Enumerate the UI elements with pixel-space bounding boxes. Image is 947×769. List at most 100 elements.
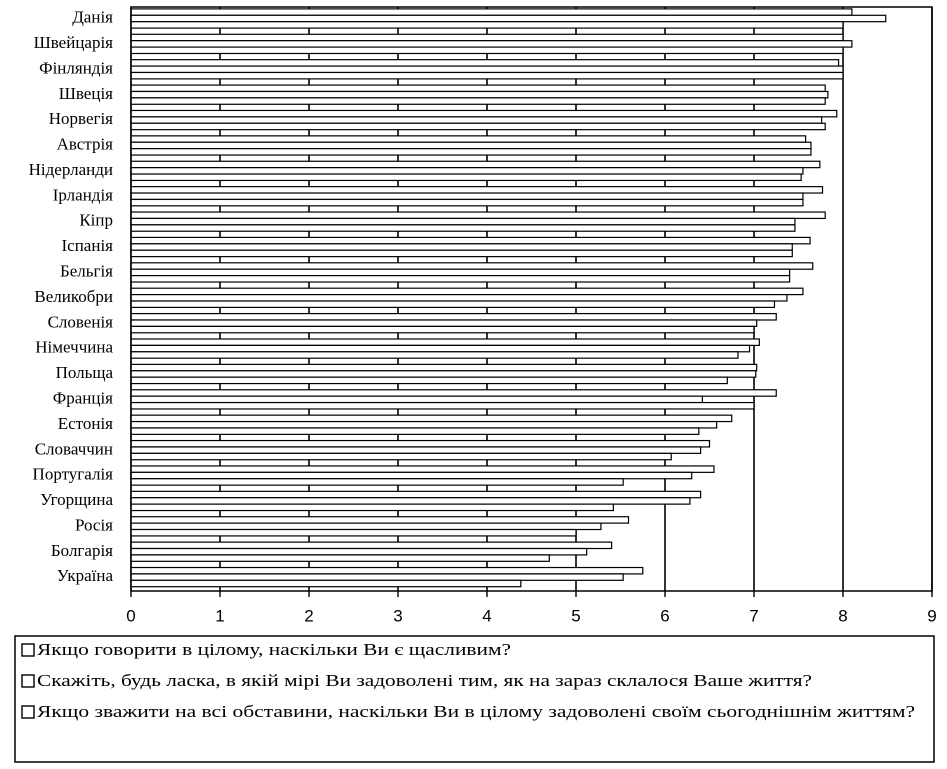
- tick-label: 7: [749, 606, 758, 625]
- bar-8-series-3: [130, 224, 796, 232]
- bar-7-series-2: [130, 192, 804, 201]
- tick-label: 4: [482, 606, 491, 625]
- bar-17-series-3: [130, 452, 672, 461]
- bar-14-series-1: [130, 363, 758, 372]
- category-label: Франція: [53, 388, 113, 407]
- category-label: Швейцарія: [34, 33, 114, 52]
- bar-16-series-3: [130, 427, 700, 435]
- bar-18-series-2: [130, 471, 693, 480]
- bar-3-series-2: [130, 90, 829, 99]
- legend-label-3: Якщо зважити на всі обставини, наскільки…: [37, 702, 915, 721]
- category-label: Словаччин: [35, 439, 113, 458]
- category-label: Нідерланди: [29, 160, 113, 179]
- bar-2-series-2: [130, 65, 844, 74]
- bar-14-series-2: [130, 370, 757, 378]
- bar-10-series-2: [130, 268, 791, 277]
- bar-10-series-3: [130, 275, 791, 283]
- bar-19-series-3: [130, 503, 614, 512]
- category-label: Великобри: [34, 287, 113, 306]
- bar-19-series-2: [130, 497, 691, 505]
- category-label: Іспанія: [62, 236, 114, 255]
- bar-5-series-2: [130, 141, 812, 150]
- category-label: Швеція: [59, 84, 113, 103]
- bar-0-series-2: [130, 14, 887, 23]
- bar-17-series-1: [130, 439, 711, 448]
- bar-22-series-3: [130, 579, 522, 588]
- tick-label: 0: [126, 606, 135, 625]
- bar-8-series-1: [130, 211, 826, 220]
- category-labels: Данія Швейцарія Фінляндія Швеція Норвегія Авс…: [29, 8, 114, 586]
- bar-9-series-1: [130, 236, 811, 245]
- bar-0-series-3: [130, 21, 844, 29]
- category-label: Бельгія: [60, 262, 113, 281]
- bar-6-series-3: [130, 173, 802, 182]
- bar-3-series-3: [130, 97, 826, 105]
- bar-22-series-2: [130, 573, 624, 581]
- bar-15-series-3: [130, 401, 755, 410]
- bar-7-series-1: [130, 186, 824, 194]
- bar-7-series-3: [130, 198, 804, 207]
- tick-label: 3: [393, 606, 402, 625]
- bar-9-series-3: [130, 249, 793, 258]
- category-label: Ірландія: [53, 185, 113, 204]
- x-axis-ticks: 0 1 2 3 4 5 6 7 8 9: [126, 591, 937, 625]
- bar-13-series-3: [130, 351, 739, 359]
- legend-marker-1: [21, 643, 35, 657]
- bar-21-series-1: [130, 541, 613, 550]
- legend-label-2: Скажіть, будь ласка, в якій мірі Ви задо…: [37, 671, 812, 690]
- bar-6-series-1: [130, 160, 821, 169]
- category-label: Кіпр: [79, 211, 113, 230]
- category-label: Фінляндія: [39, 58, 113, 77]
- bar-5-series-3: [130, 148, 812, 156]
- legend-marker-3: [21, 705, 35, 719]
- tick-label: 5: [571, 606, 580, 625]
- bar-12-series-1: [130, 312, 777, 321]
- bar-8-series-2: [130, 217, 796, 226]
- bar-12-series-2: [130, 319, 758, 327]
- legend-marker-2: [21, 674, 35, 688]
- bar-4-series-1: [130, 109, 838, 118]
- tick-label: 9: [927, 606, 936, 625]
- legend-frame: [14, 635, 935, 763]
- bar-16-series-2: [130, 420, 718, 429]
- bar-21-series-2: [130, 547, 588, 556]
- bar-1-series-2: [130, 40, 853, 48]
- bar-2-series-1: [130, 59, 840, 67]
- category-label: Данія: [72, 8, 113, 27]
- bar-18-series-1: [130, 465, 715, 473]
- bar-14-series-3: [130, 376, 728, 385]
- bar-11-series-3: [130, 300, 776, 309]
- category-label: Естонія: [58, 414, 113, 433]
- bar-0-series-1: [130, 8, 853, 16]
- bar-12-series-3: [130, 325, 755, 334]
- bar-3-series-1: [130, 84, 826, 93]
- bar-6-series-2: [130, 167, 804, 175]
- bar-22-series-1: [130, 566, 644, 575]
- bar-17-series-2: [130, 446, 702, 454]
- bar-11-series-2: [130, 294, 788, 302]
- bar-21-series-3: [130, 554, 550, 562]
- bar-16-series-1: [130, 414, 733, 423]
- bar-1-series-1: [130, 33, 844, 42]
- bar-10-series-1: [130, 262, 814, 270]
- bar-20-series-1: [130, 516, 630, 524]
- category-label: Австрія: [57, 135, 114, 154]
- bar-13-series-1: [130, 338, 760, 346]
- bar-9-series-2: [130, 243, 793, 251]
- bar-19-series-1: [130, 490, 702, 499]
- category-label: Польща: [56, 363, 114, 382]
- bar-4-series-3: [130, 122, 826, 131]
- category-label: Угорщина: [40, 490, 113, 509]
- tick-label: 2: [304, 606, 313, 625]
- category-label: Росія: [75, 515, 113, 534]
- bars: [130, 8, 887, 588]
- category-label: Німеччина: [35, 338, 113, 357]
- category-label: Болгарія: [51, 541, 113, 560]
- tick-label: 6: [660, 606, 669, 625]
- legend-label-1: Якщо говорити в цілому, наскільки Ви є щ…: [37, 640, 511, 659]
- tick-label: 1: [215, 606, 224, 625]
- category-label: Норвегія: [49, 109, 113, 128]
- bar-15-series-2: [130, 395, 703, 404]
